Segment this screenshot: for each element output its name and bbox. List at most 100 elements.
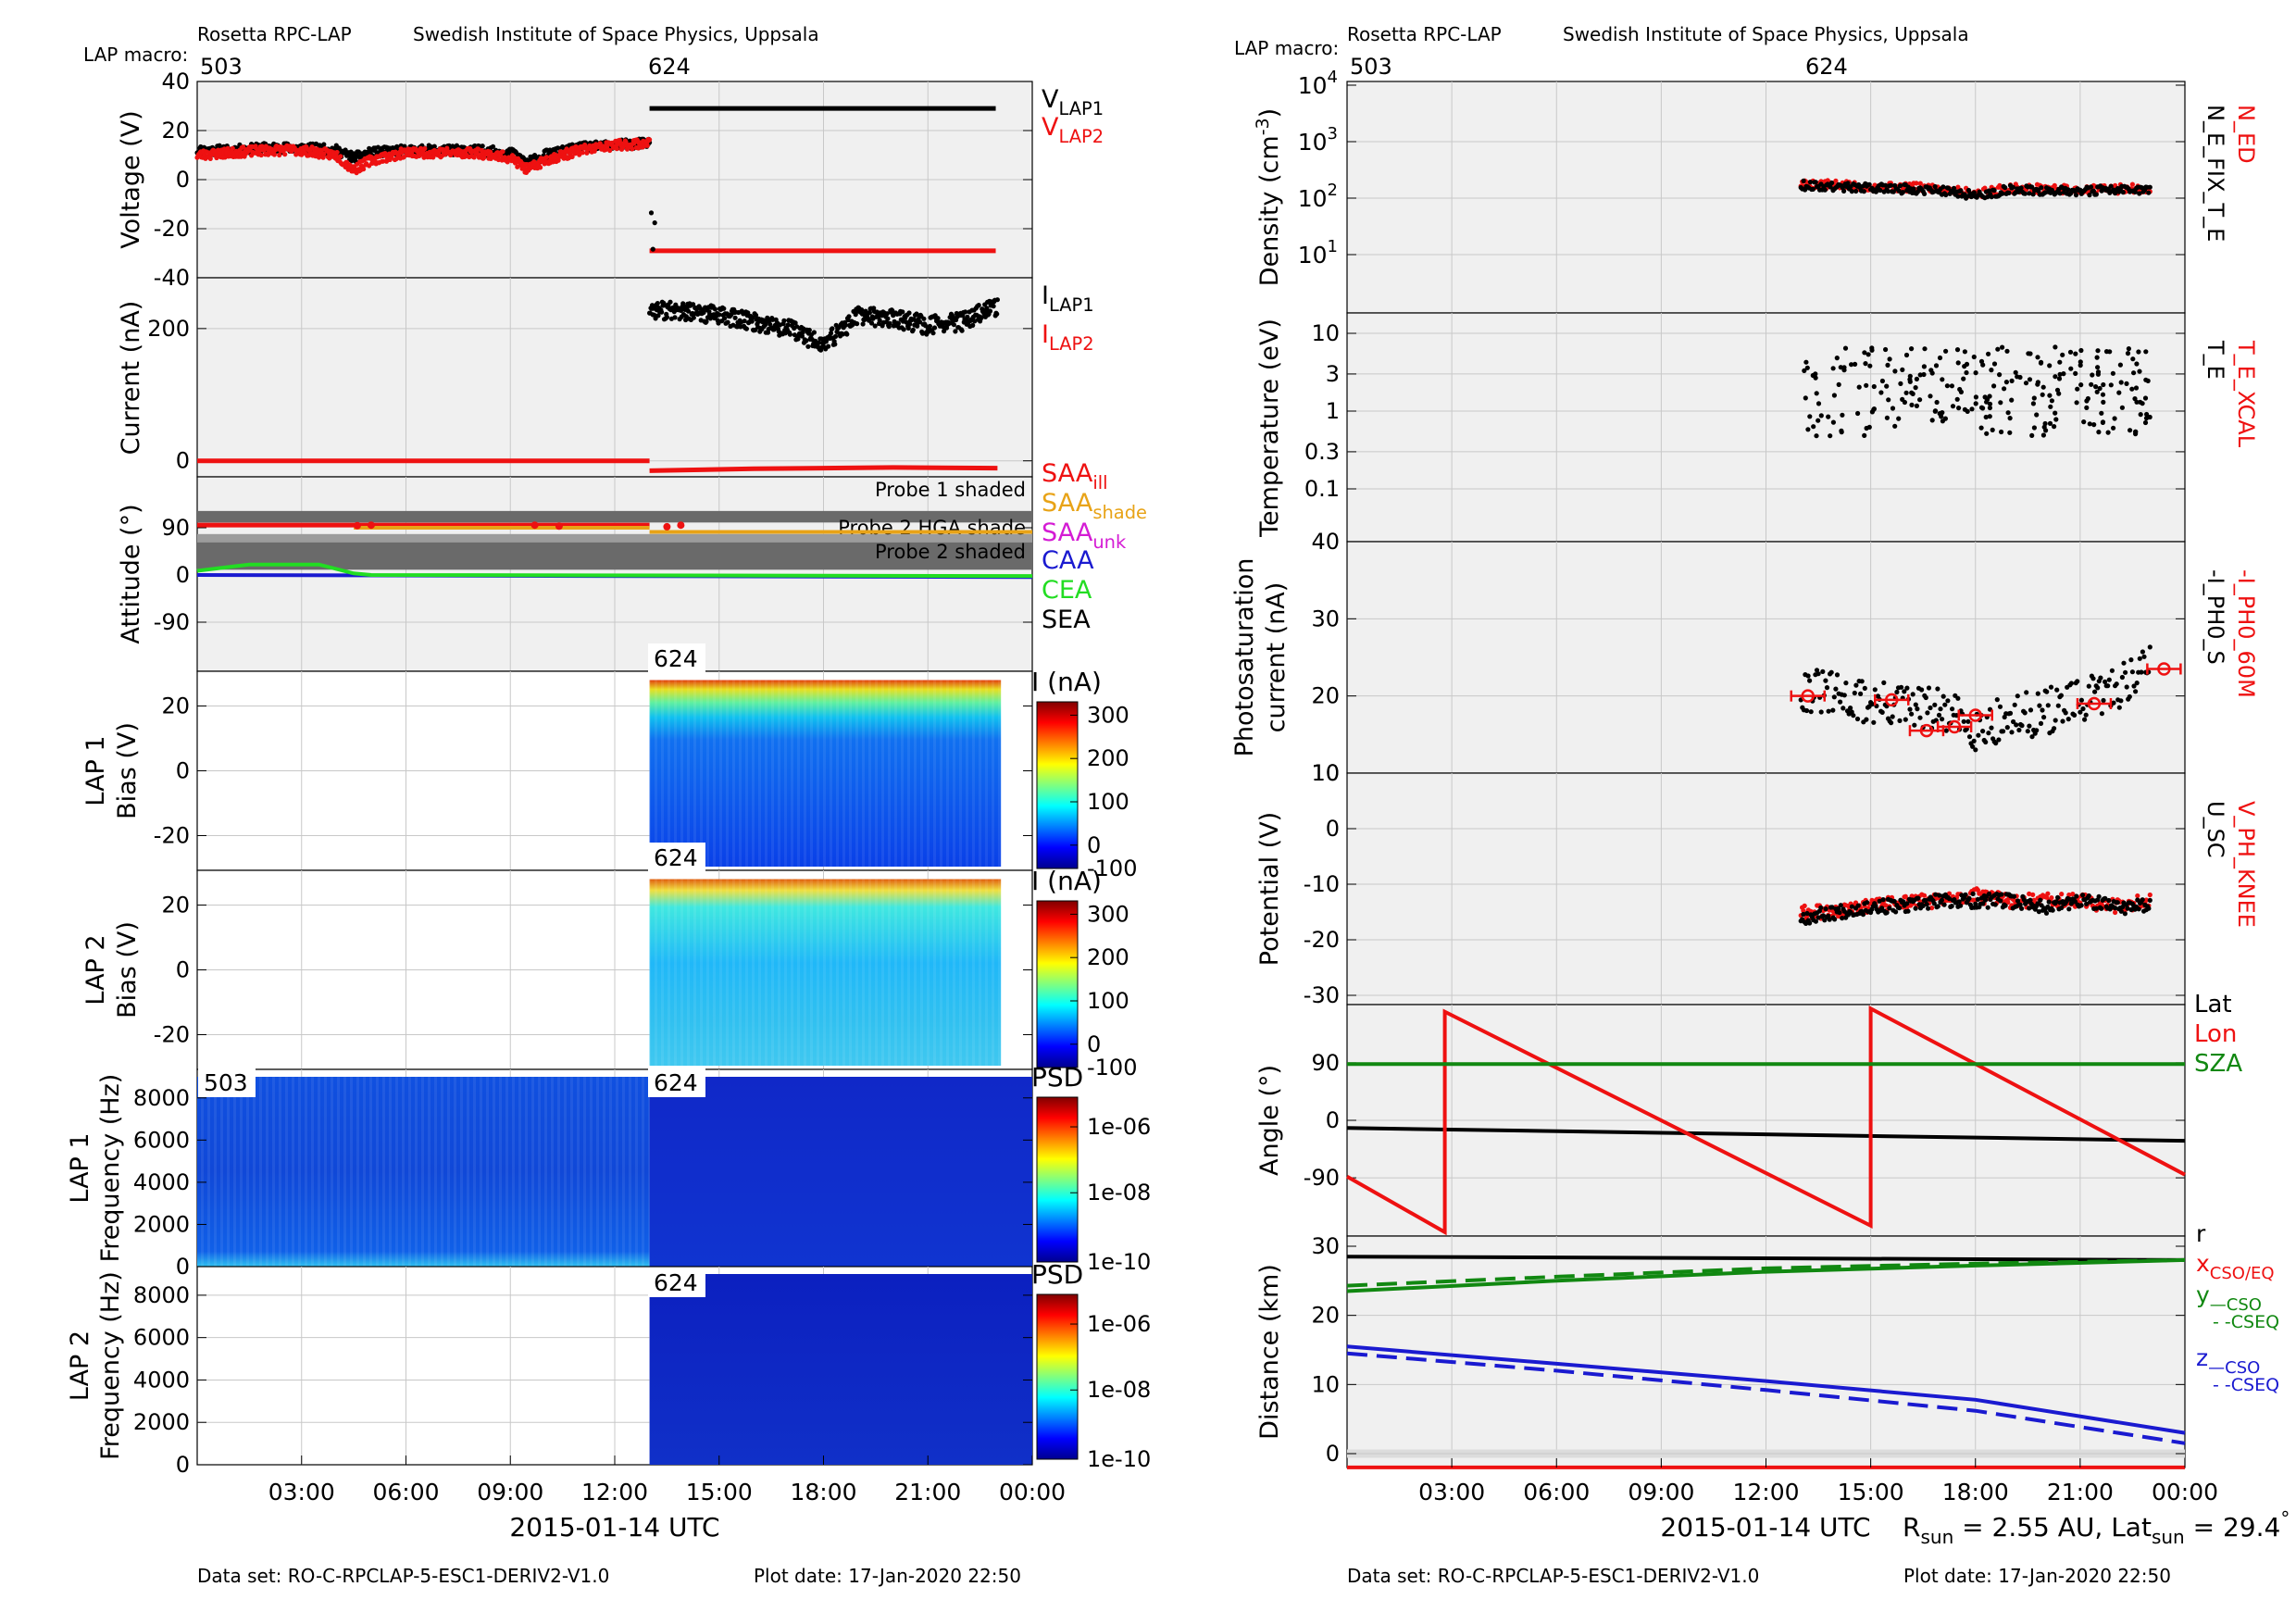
photo-I_PH0_S-points-point	[1986, 731, 1991, 736]
lap1-bias-macro-tag: 624	[654, 645, 698, 672]
temperature-T_E-points-point	[2013, 369, 2018, 375]
density-N_E_FIX_T_E-points-point	[1922, 191, 1928, 196]
legend-attitude-4: CEA	[1042, 576, 1092, 605]
potential-V_PH_KNEE-points-point	[2011, 897, 2017, 903]
band-probe2-shaded	[197, 542, 1032, 570]
density-tick-base: 10	[1298, 129, 1328, 156]
density-N_E_FIX_T_E-points-point	[2003, 185, 2008, 191]
potential-U_SC-points-point	[2093, 906, 2099, 911]
temperature-T_E-points-point	[1937, 355, 1943, 361]
current-I_LAP1-points-point	[804, 338, 809, 344]
temperature-tick-label: 0.1	[1304, 476, 1340, 502]
photo-I_PH0_S-points-point	[2040, 707, 2045, 713]
density-N_E_FIX_T_E-points-point	[2018, 185, 2024, 191]
potential-U_SC-points-point	[2019, 906, 2025, 911]
density-N_E_FIX_T_E-points	[1798, 178, 2152, 201]
photo-I_PH0_S-points-point	[2114, 681, 2119, 687]
legend-distance-3: - -CSEQ	[2213, 1312, 2279, 1332]
photo-I_PH0_S-points-point	[2111, 700, 2116, 706]
voltage-V_LAP2-points-point	[630, 146, 635, 152]
legend-distance-4-main: z	[2196, 1344, 2208, 1371]
potential-tick-label: 10	[1311, 760, 1340, 786]
x-tick-label-right: 18:00	[1942, 1479, 2009, 1505]
density-N_E_FIX_T_E-points-point	[2146, 190, 2152, 195]
x-tick-label-right: 03:00	[1418, 1479, 1485, 1505]
photo-I_PH0_S-points-point	[1997, 704, 2003, 709]
photo-I_PH0_S-points-point	[1803, 707, 1810, 714]
current-I_LAP1-points-point	[717, 312, 722, 318]
legend-temperature-black: T_E	[2202, 340, 2228, 380]
lap2-bias-tick-label: -20	[154, 1022, 190, 1048]
potential-U_SC-points-point	[1807, 920, 1813, 926]
photo-I_PH0_S-points-point	[1926, 685, 1932, 691]
temperature-T_E-points-point	[1932, 408, 1939, 414]
photo-tick-label: 40	[1311, 529, 1340, 555]
photo-I_PH0_S-points-point	[1897, 718, 1903, 724]
density-N_E_FIX_T_E-points-point	[1897, 183, 1903, 189]
lap2-bias-axis-label-1: LAP 2	[81, 934, 110, 1005]
potential-U_SC-points-point	[1832, 917, 1838, 922]
temperature-T_E-points-point	[1902, 399, 1907, 406]
temperature-T_E-points-point	[1803, 359, 1809, 365]
density-tick-label: 103	[1298, 124, 1338, 156]
legend-attitude-1-sub: shade	[1092, 502, 1147, 523]
temperature-T_E-points-point	[1991, 361, 1998, 367]
temperature-T_E-points-point	[2040, 384, 2046, 390]
photo-I_PH0_S-points-point	[1903, 717, 1908, 722]
photo-I_PH0_S-points-point	[2116, 705, 2122, 710]
photo-I_PH0_S-points-point	[1854, 716, 1861, 722]
density-N_E_FIX_T_E-points-point	[1810, 186, 1816, 192]
temperature-T_E-points-point	[1869, 345, 1875, 351]
attitude-tick-label: 90	[161, 515, 190, 541]
potential-U_SC-points-point	[2103, 895, 2108, 901]
angle-Lon-line	[1346, 1005, 2186, 1236]
temperature-T_E-points-point	[1995, 346, 2001, 352]
legend-distance-0: r	[2196, 1220, 2206, 1247]
temperature-T_E-points-point	[2099, 410, 2104, 416]
temperature-T_E-points-point	[2000, 344, 2005, 350]
temperature-T_E-points-point	[1813, 375, 1818, 381]
potential-U_SC-points-point	[2147, 897, 2152, 904]
lap1-frequency-axis-label-1: LAP 1	[66, 1132, 94, 1203]
legend-distance-4: z—CSO	[2196, 1344, 2260, 1378]
current-tick-label: 200	[147, 316, 190, 342]
current-I_LAP1-points-point	[905, 325, 911, 331]
temperature-T_E-points-point	[1864, 425, 1869, 431]
potential-U_SC-points-point	[1820, 913, 1826, 918]
current-I_LAP1-points-point	[732, 315, 738, 320]
current-I_LAP1-points-point	[704, 319, 709, 324]
legend-attitude-2-main: SAA	[1042, 518, 1093, 547]
photo-I_PH0_S-points-point	[2139, 669, 2144, 675]
potential-U_SC-points-point	[1829, 905, 1835, 910]
current-I_LAP1-points-point	[655, 301, 660, 306]
potential-U_SC-points-point	[1998, 898, 2003, 904]
density-N_E_FIX_T_E-points-point	[2022, 191, 2028, 196]
voltage-V_LAP1-points-point	[375, 144, 381, 150]
lap2-bias-colorbar-label: I (nA)	[1031, 866, 1102, 896]
potential-U_SC-points-point	[1855, 903, 1861, 908]
density-axis-label-pre: Density (cm	[1255, 135, 1284, 286]
potential-U_SC-points-point	[1827, 917, 1832, 922]
potential-U_SC-points-point	[2036, 909, 2041, 915]
temperature-axis-label: Temperature (eV)	[1255, 319, 1284, 538]
temperature-T_E-points-point	[2116, 390, 2122, 395]
photo-I_PH0_S-points-point	[2128, 657, 2134, 663]
photo-I_PH0_S-points-point	[1989, 725, 1994, 731]
voltage-tick-label: -40	[154, 265, 190, 291]
lap2-frequency-tick-label: 8000	[133, 1282, 190, 1308]
temperature-T_E-points-point	[1884, 383, 1890, 389]
temperature-T_E-points-point	[2034, 412, 2040, 418]
photo-I_PH0_S-points-point	[2101, 697, 2106, 704]
lap2-frequency-tick-label: 6000	[133, 1325, 190, 1351]
potential-U_SC-points-point	[2017, 902, 2023, 907]
temperature-T_E-points-point	[1973, 401, 1978, 406]
potential-U_SC-points-point	[2066, 906, 2072, 912]
density-tick-base: 10	[1298, 242, 1328, 269]
potential-U_SC-points-point	[1956, 899, 1962, 905]
voltage-V_LAP2-points-point	[422, 145, 428, 152]
temperature-T_E-points-point	[2096, 430, 2102, 435]
photo-I_PH0_60M-point	[2087, 696, 2102, 711]
potential-U_SC-points-point	[2053, 899, 2059, 905]
current-I_LAP1-points-point	[832, 333, 839, 339]
potential-U_SC-points-point	[1887, 906, 1892, 911]
